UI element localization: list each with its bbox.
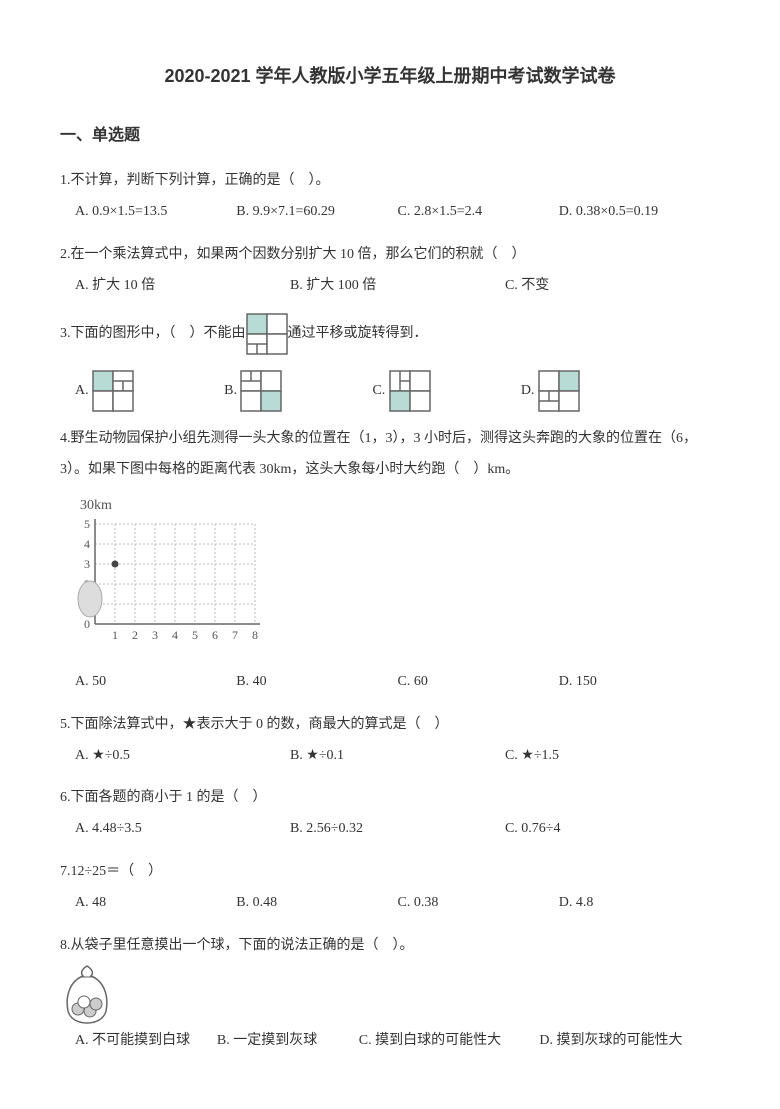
q1-option-a: A. 0.9×1.5=13.5 — [75, 197, 236, 228]
q8-bag-icon — [60, 961, 720, 1026]
svg-text:7: 7 — [232, 628, 238, 642]
question-5: 5.下面除法算式中，★表示大于 0 的数，商最大的算式是（ ） A. ★÷0.5… — [60, 710, 720, 772]
q3-option-d: D. — [521, 370, 580, 412]
q2-options: A. 扩大 10 倍 B. 扩大 100 倍 C. 不变 — [60, 271, 720, 302]
q6-option-b: B. 2.56÷0.32 — [290, 814, 505, 845]
svg-text:4: 4 — [172, 628, 178, 642]
question-6: 6.下面各题的商小于 1 的是（ ） A. 4.48÷3.5 B. 2.56÷0… — [60, 783, 720, 845]
question-3: 3.下面的图形中，（ ）不能由 通过平移或旋转得到． A. B. — [60, 313, 720, 412]
q8-option-c: C. 摸到白球的可能性大 — [359, 1026, 540, 1057]
q3-shape-d-icon — [538, 370, 580, 412]
svg-text:3: 3 — [152, 628, 158, 642]
q4-options: A. 50 B. 40 C. 60 D. 150 — [60, 667, 720, 698]
q8-option-b: B. 一定摸到灰球 — [217, 1026, 359, 1057]
q5-option-a: A. ★÷0.5 — [75, 741, 290, 772]
q8-option-d: D. 摸到灰球的可能性大 — [539, 1026, 720, 1057]
question-1: 1.不计算，判断下列计算，正确的是（ ）。 A. 0.9×1.5=13.5 B.… — [60, 166, 720, 228]
q5-text: 5.下面除法算式中，★表示大于 0 的数，商最大的算式是（ ） — [60, 710, 720, 741]
q3-b-label: B. — [224, 384, 237, 399]
svg-text:5: 5 — [192, 628, 198, 642]
question-7: 7.12÷25＝（ ） A. 48 B. 0.48 C. 0.38 D. 4.8 — [60, 857, 720, 919]
q5-option-c: C. ★÷1.5 — [505, 741, 720, 772]
q8-text: 8.从袋子里任意摸出一个球，下面的说法正确的是（ ）。 — [60, 931, 720, 962]
q3-shape-c-icon — [389, 370, 431, 412]
q7-option-b: B. 0.48 — [236, 888, 397, 919]
q3-shape-b-icon — [240, 370, 282, 412]
q3-text-before: 3.下面的图形中，（ ）不能由 — [60, 319, 246, 350]
svg-text:2: 2 — [132, 628, 138, 642]
q1-option-d: D. 0.38×0.5=0.19 — [559, 197, 720, 228]
svg-text:1: 1 — [112, 628, 118, 642]
svg-text:3: 3 — [84, 557, 90, 571]
q6-text: 6.下面各题的商小于 1 的是（ ） — [60, 783, 720, 814]
q5-option-b: B. ★÷0.1 — [290, 741, 505, 772]
q7-option-c: C. 0.38 — [398, 888, 559, 919]
q3-text-after: 通过平移或旋转得到． — [288, 319, 428, 350]
q6-option-c: C. 0.76÷4 — [505, 814, 720, 845]
q7-option-a: A. 48 — [75, 888, 236, 919]
q2-text: 2.在一个乘法算式中，如果两个因数分别扩大 10 倍，那么它们的积就（ ） — [60, 240, 720, 271]
q4-option-d: D. 150 — [559, 667, 720, 698]
q2-option-a: A. 扩大 10 倍 — [75, 271, 290, 302]
svg-text:6: 6 — [212, 628, 218, 642]
svg-text:5: 5 — [84, 517, 90, 531]
q3-c-label: C. — [372, 384, 385, 399]
section-header: 一、单选题 — [60, 122, 720, 151]
q2-option-b: B. 扩大 100 倍 — [290, 271, 505, 302]
svg-text:8: 8 — [252, 628, 258, 642]
q1-text: 1.不计算，判断下列计算，正确的是（ ）。 — [60, 166, 720, 197]
q7-option-d: D. 4.8 — [559, 888, 720, 919]
question-4: 4.野生动物园保护小组先测得一头大象的位置在（1，3），3 小时后，测得这头奔跑… — [60, 424, 720, 697]
q1-option-b: B. 9.9×7.1=60.29 — [236, 197, 397, 228]
q4-option-a: A. 50 — [75, 667, 236, 698]
q3-shape-a-icon — [92, 370, 134, 412]
q8-option-a: A. 不可能摸到白球 — [75, 1026, 217, 1057]
q4-option-b: B. 40 — [236, 667, 397, 698]
q3-option-b: B. — [224, 370, 282, 412]
q4-grid-label: 30km — [80, 498, 112, 513]
q4-text: 4.野生动物园保护小组先测得一头大象的位置在（1，3），3 小时后，测得这头奔跑… — [60, 424, 720, 486]
q3-option-c: C. — [372, 370, 430, 412]
q3-a-label: A. — [75, 384, 89, 399]
page-title: 2020-2021 学年人教版小学五年级上册期中考试数学试卷 — [60, 60, 720, 92]
q7-text: 7.12÷25＝（ ） — [60, 857, 720, 888]
svg-text:4: 4 — [84, 537, 90, 551]
svg-text:0: 0 — [84, 617, 90, 631]
q3-base-shape-icon — [246, 313, 288, 355]
q4-grid-icon: 30km 0 1 — [60, 494, 720, 659]
q3-option-a: A. — [75, 370, 134, 412]
q3-text: 3.下面的图形中，（ ）不能由 通过平移或旋转得到． — [60, 313, 428, 355]
q5-options: A. ★÷0.5 B. ★÷0.1 C. ★÷1.5 — [60, 741, 720, 772]
q7-options: A. 48 B. 0.48 C. 0.38 D. 4.8 — [60, 888, 720, 919]
q3-options: A. B. C. — [60, 370, 720, 412]
question-2: 2.在一个乘法算式中，如果两个因数分别扩大 10 倍，那么它们的积就（ ） A.… — [60, 240, 720, 302]
q6-option-a: A. 4.48÷3.5 — [75, 814, 290, 845]
q1-options: A. 0.9×1.5=13.5 B. 9.9×7.1=60.29 C. 2.8×… — [60, 197, 720, 228]
q4-option-c: C. 60 — [398, 667, 559, 698]
question-8: 8.从袋子里任意摸出一个球，下面的说法正确的是（ ）。 A. 不可能摸到白球 B… — [60, 931, 720, 1058]
q3-d-label: D. — [521, 384, 535, 399]
q6-options: A. 4.48÷3.5 B. 2.56÷0.32 C. 0.76÷4 — [60, 814, 720, 845]
q2-option-c: C. 不变 — [505, 271, 720, 302]
q8-options: A. 不可能摸到白球 B. 一定摸到灰球 C. 摸到白球的可能性大 D. 摸到灰… — [60, 1026, 720, 1057]
q1-option-c: C. 2.8×1.5=2.4 — [398, 197, 559, 228]
